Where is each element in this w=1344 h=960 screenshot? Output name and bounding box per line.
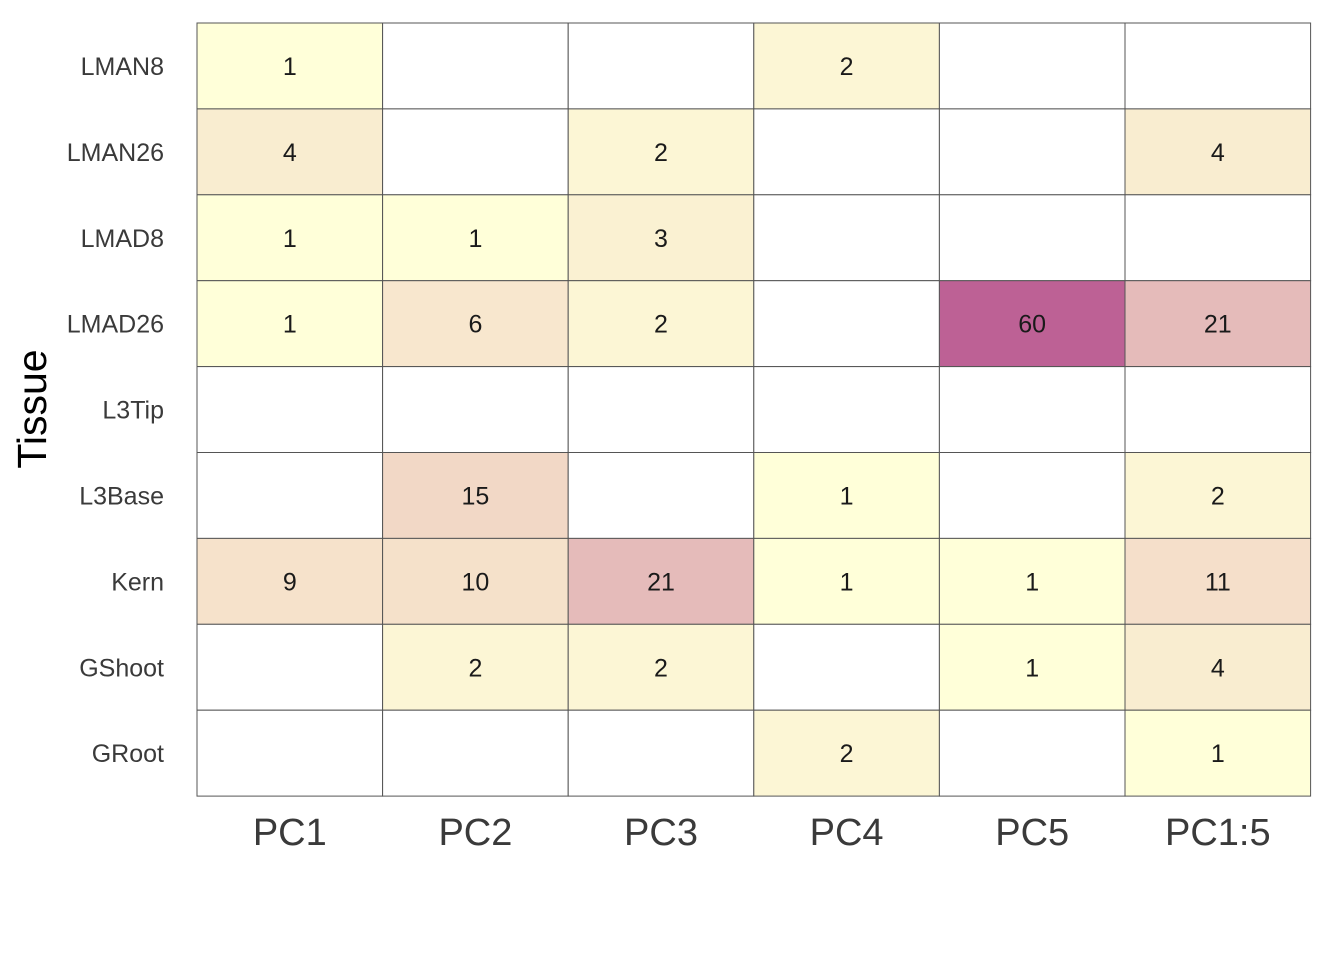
heatmap-cell-lmad8-pc4 — [753, 194, 940, 282]
cell-value-label: 2 — [654, 654, 668, 682]
column-label-pc2: PC2 — [438, 812, 512, 854]
heatmap-cell-lman8-pc3 — [567, 22, 755, 110]
cell-value-label: 2 — [840, 53, 854, 81]
row-label-groot: GRoot — [92, 740, 164, 768]
heatmap-cell-lman8-pc1-5 — [1124, 22, 1312, 110]
row-label-gshoot: GShoot — [79, 654, 164, 682]
heatmap-cell-l3base-pc5 — [938, 452, 1126, 539]
cell-value-label: 4 — [1211, 139, 1225, 167]
column-label-pc1-5: PC1:5 — [1165, 812, 1271, 854]
heatmap-cell-gshoot-pc1-5 — [1124, 623, 1312, 711]
heatmap-cell-lman26-pc1 — [196, 108, 384, 196]
heatmap-cell-l3tip-pc3 — [567, 366, 755, 454]
row-labels: LMAN8 LMAN26 LMAD8 LMAD26 L3Tip L3Base Kern GSh… — [67, 53, 164, 768]
row-label-kern: Kern — [111, 568, 164, 596]
heatmap-cell-lman26-pc3 — [567, 108, 755, 196]
column-label-pc5: PC5 — [995, 812, 1069, 854]
cell-value-label: 2 — [840, 740, 854, 768]
heatmap-cell-lman26-pc2 — [382, 108, 569, 196]
heatmap-cell-lman26-pc4 — [753, 108, 940, 196]
column-label-pc3: PC3 — [624, 812, 698, 854]
row-label-l3tip: L3Tip — [102, 397, 164, 425]
row-label-lman26: LMAN26 — [67, 139, 164, 167]
row-label-l3base: L3Base — [79, 482, 164, 510]
row-label-lmad26: LMAD26 — [67, 311, 164, 339]
cell-value-label: 2 — [1211, 482, 1225, 510]
heatmap-cell-lmad26-pc4 — [753, 280, 940, 368]
heatmap-cell-l3base-pc1 — [196, 452, 384, 539]
heatmap-cell-kern-pc5 — [938, 537, 1126, 625]
heatmap-cell-lman8-pc4 — [753, 22, 940, 110]
heatmap-cell-lmad26-pc1-5 — [1124, 280, 1312, 368]
cell-value-label: 2 — [654, 311, 668, 339]
heatmap-cell-gshoot-pc2 — [382, 623, 569, 711]
cell-value-label: 2 — [654, 139, 668, 167]
heatmap-cell-l3base-pc4 — [753, 452, 940, 539]
cell-value-label: 1 — [283, 311, 297, 339]
heatmap-cell-lman8-pc5 — [938, 22, 1126, 110]
heatmap-cell-groot-pc3 — [567, 709, 755, 797]
cell-value-label: 1 — [468, 225, 482, 253]
heatmap-cell-groot-pc2 — [382, 709, 569, 797]
column-label-pc4: PC4 — [810, 812, 884, 854]
heatmap-cell-groot-pc4 — [753, 709, 940, 797]
heatmap-cell-l3base-pc1-5 — [1124, 452, 1312, 539]
cell-value-label: 21 — [647, 568, 675, 596]
heatmap-cell-kern-pc1-5 — [1124, 537, 1312, 625]
cell-value-label: 9 — [283, 568, 297, 596]
cell-value-label: 15 — [461, 482, 489, 510]
cell-value-label: 21 — [1204, 311, 1232, 339]
heatmap-cell-lmad8-pc1-5 — [1124, 194, 1312, 282]
cell-value-label: 2 — [468, 654, 482, 682]
cell-value-label: 1 — [1211, 740, 1225, 768]
heatmap-cell-kern-pc2 — [382, 537, 569, 625]
y-axis-title: Tissue — [9, 349, 55, 468]
heatmap-cell-lmad8-pc5 — [938, 194, 1126, 282]
heatmap-cell-gshoot-pc4 — [753, 623, 940, 711]
cell-value-label: 1 — [840, 568, 854, 596]
cell-value-label: 3 — [654, 225, 668, 253]
column-labels: PC1 PC2 PC3 PC4 PC5 PC1:5 — [253, 812, 1271, 854]
cell-value-label: 1 — [283, 53, 297, 81]
heatmap-cell-lmad8-pc3 — [567, 194, 755, 282]
heatmap-cell-lman26-pc5 — [938, 108, 1126, 196]
cell-value-label: 1 — [1025, 568, 1039, 596]
heatmap-cell-kern-pc1 — [196, 537, 384, 625]
cell-value-label: 1 — [840, 482, 854, 510]
cell-value-label: 10 — [461, 568, 489, 596]
heatmap-cell-l3tip-pc4 — [753, 366, 940, 454]
heatmap-cell-l3base-pc2 — [382, 452, 569, 539]
heatmap-cell-gshoot-pc1 — [196, 623, 384, 711]
heatmap-cell-gshoot-pc5 — [938, 623, 1126, 711]
heatmap-cell-lman8-pc1 — [196, 22, 384, 110]
heatmap-cell-l3tip-pc1-5 — [1124, 366, 1312, 454]
heatmap-cell-kern-pc4 — [753, 537, 940, 625]
cell-value-label: 4 — [283, 139, 297, 167]
cell-value-label: 1 — [1025, 654, 1039, 682]
heatmap-cell-l3tip-pc5 — [938, 366, 1126, 454]
cell-value-label: 4 — [1211, 654, 1225, 682]
heatmap-cell-lmad8-pc1 — [196, 194, 384, 282]
cell-value-label: 6 — [468, 311, 482, 339]
row-label-lmad8: LMAD8 — [81, 225, 164, 253]
heatmap-cell-lmad26-pc2 — [382, 280, 569, 368]
cell-value-label: 11 — [1205, 568, 1231, 596]
column-label-pc1: PC1 — [253, 812, 327, 854]
cell-value-label: 60 — [1018, 311, 1046, 339]
cell-value-label: 1 — [283, 225, 297, 253]
heatmap-cell-l3tip-pc2 — [382, 366, 569, 454]
heatmap-cell-lmad26-pc5 — [938, 280, 1126, 368]
heatmap-cell-kern-pc3 — [567, 537, 755, 625]
heatmap-cell-l3tip-pc1 — [196, 366, 384, 454]
heatmap-cell-l3base-pc3 — [567, 452, 755, 539]
heatmap-cell-lman8-pc2 — [382, 22, 569, 110]
row-label-lman8: LMAN8 — [81, 53, 164, 81]
heatmap-cell-groot-pc1 — [196, 709, 384, 797]
heatmap-cell-lman26-pc1-5 — [1124, 108, 1312, 196]
heatmap-cell-groot-pc5 — [938, 709, 1126, 797]
heatmap-cell-groot-pc1-5 — [1124, 709, 1312, 797]
